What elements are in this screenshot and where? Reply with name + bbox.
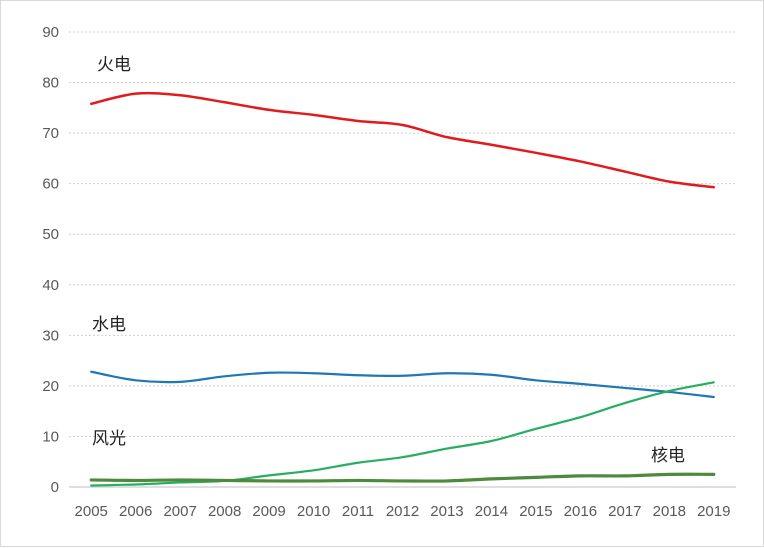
data-point-wind-solar (445, 447, 449, 451)
series-lines (89, 91, 716, 487)
y-tick-label: 30 (42, 327, 59, 344)
x-tick-label: 2011 (342, 503, 374, 520)
x-tick-label: 2012 (386, 503, 419, 520)
data-point-hydro (623, 386, 627, 390)
data-point-wind-solar (134, 482, 138, 486)
data-point-hydro (534, 378, 538, 382)
x-tick-label: 2013 (430, 503, 463, 520)
data-point-nuclear (401, 479, 405, 483)
data-point-nuclear (134, 478, 138, 482)
data-point-nuclear (578, 474, 582, 478)
data-point-nuclear (667, 472, 671, 476)
data-point-hydro (356, 373, 360, 377)
data-point-thermal (534, 151, 538, 155)
series-line-wind-solar (90, 381, 715, 487)
data-point-hydro (134, 378, 138, 382)
x-tick-label: 2014 (475, 503, 508, 520)
x-tick-label: 2005 (75, 503, 108, 520)
data-point-hydro (267, 371, 271, 375)
y-tick-label: 80 (42, 75, 59, 92)
x-tick-label: 2006 (119, 503, 152, 520)
data-point-thermal (89, 102, 93, 106)
series-line-hydro (90, 370, 715, 399)
data-point-wind-solar (712, 380, 716, 384)
data-point-nuclear (267, 479, 271, 483)
data-point-thermal (134, 92, 138, 96)
data-point-thermal (312, 113, 316, 117)
x-tick-label: 2007 (163, 503, 196, 520)
data-point-wind-solar (89, 483, 93, 487)
data-point-nuclear (623, 474, 627, 478)
y-tick-label: 70 (42, 125, 59, 142)
y-tick-label: 90 (42, 24, 59, 41)
grid-lines (69, 31, 736, 488)
series-label-thermal: 火电 (97, 55, 131, 75)
data-point-wind-solar (623, 401, 627, 405)
data-point-wind-solar (578, 415, 582, 419)
y-axis-ticks: 0 10 20 30 40 50 60 70 80 90 (42, 24, 59, 496)
y-tick-label: 10 (42, 428, 59, 445)
data-point-nuclear (534, 475, 538, 479)
data-point-thermal (178, 93, 182, 97)
data-point-nuclear (312, 479, 316, 483)
x-tick-label: 2019 (697, 503, 730, 520)
data-point-thermal (356, 119, 360, 123)
data-point-thermal (712, 185, 716, 189)
x-tick-label: 2018 (653, 503, 686, 520)
data-point-thermal (623, 170, 627, 174)
data-point-hydro (223, 374, 227, 378)
data-point-thermal (401, 123, 405, 127)
data-point-thermal (489, 143, 493, 147)
series-label-wind-solar: 风光 (92, 429, 126, 449)
data-point-nuclear (712, 472, 716, 476)
data-point-hydro (89, 370, 93, 374)
data-point-thermal (445, 135, 449, 139)
data-point-nuclear (489, 477, 493, 481)
data-point-nuclear (223, 478, 227, 482)
data-point-nuclear (178, 478, 182, 482)
data-point-wind-solar (356, 461, 360, 465)
data-point-nuclear (445, 479, 449, 483)
data-point-wind-solar (267, 473, 271, 477)
data-point-hydro (578, 382, 582, 386)
x-tick-label: 2017 (608, 503, 641, 520)
data-point-thermal (223, 100, 227, 104)
y-tick-label: 50 (42, 226, 59, 243)
data-point-hydro (312, 371, 316, 375)
series-label-nuclear: 核电 (651, 446, 685, 466)
data-point-hydro (178, 380, 182, 384)
x-tick-label: 2009 (252, 503, 285, 520)
data-point-thermal (578, 159, 582, 163)
series-labels: 火电 水电 风光 核电 (92, 55, 685, 466)
data-point-hydro (401, 374, 405, 378)
data-point-wind-solar (489, 439, 493, 443)
data-point-thermal (267, 108, 271, 112)
data-point-thermal (667, 180, 671, 184)
x-tick-label: 2016 (564, 503, 597, 520)
y-tick-label: 0 (51, 479, 59, 496)
y-tick-label: 40 (42, 277, 59, 294)
x-tick-label: 2010 (297, 503, 330, 520)
data-point-nuclear (356, 478, 360, 482)
data-point-wind-solar (667, 389, 671, 393)
series-line-thermal (89, 91, 716, 189)
x-axis-ticks: 2005 2006 2007 2008 2009 2010 2011 2012 2013 2014… (75, 503, 731, 520)
data-point-wind-solar (312, 468, 316, 472)
data-point-hydro (712, 395, 716, 399)
x-tick-label: 2008 (208, 503, 241, 520)
data-point-nuclear (89, 478, 93, 482)
data-point-hydro (489, 373, 493, 377)
data-point-wind-solar (401, 455, 405, 459)
data-point-hydro (445, 371, 449, 375)
series-line-nuclear (89, 472, 716, 483)
data-point-wind-solar (534, 427, 538, 431)
x-tick-label: 2015 (519, 503, 552, 520)
y-tick-label: 20 (42, 378, 59, 395)
series-label-hydro: 水电 (92, 315, 126, 335)
y-tick-label: 60 (42, 176, 59, 193)
